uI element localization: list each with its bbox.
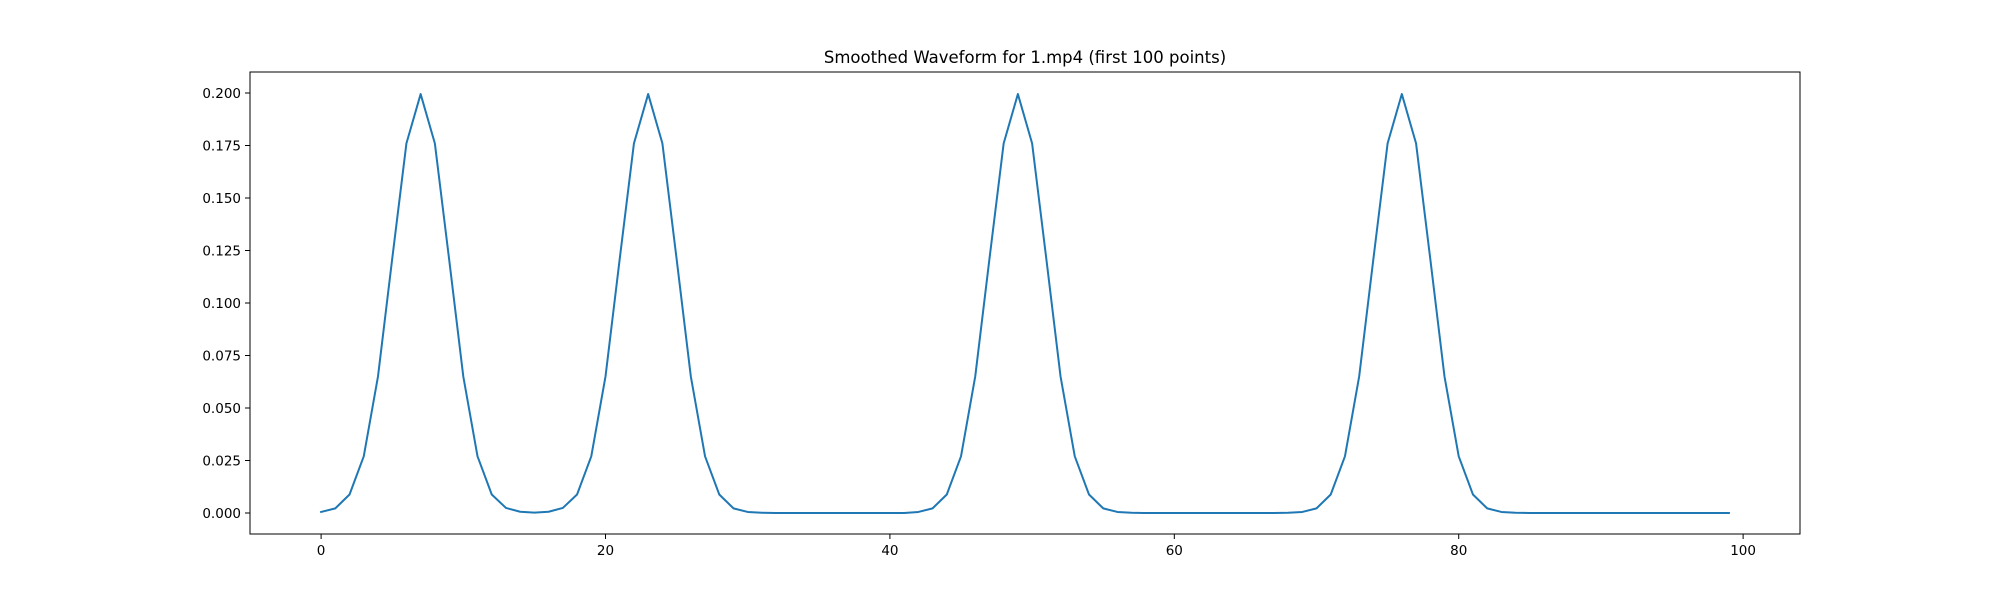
y-tick-label: 0.100 [202, 296, 241, 312]
x-tick-label: 0 [317, 543, 326, 559]
y-tick-label: 0.125 [202, 244, 241, 260]
y-axis-ticks: 0.000 0.025 0.050 0.075 0.100 0.125 0.150 0.175… [202, 86, 250, 522]
chart-title: Smoothed Waveform for 1.mp4 (first 100 p… [824, 48, 1226, 67]
series-line [319, 93, 1730, 514]
y-tick-label: 0.025 [202, 454, 241, 470]
x-tick-label: 60 [1166, 543, 1183, 559]
plot-area-frame [249, 71, 1801, 535]
y-tick-label: 0.200 [202, 86, 241, 102]
x-tick-label: 80 [1450, 543, 1467, 559]
y-tick-label: 0.175 [202, 139, 241, 155]
y-tick-label: 0.075 [202, 349, 241, 365]
x-tick-label: 20 [597, 543, 614, 559]
y-tick-label: 0.000 [202, 506, 241, 522]
y-tick-label: 0.050 [202, 401, 241, 417]
x-tick-label: 100 [1730, 543, 1756, 559]
y-tick-label: 0.150 [202, 191, 241, 207]
x-axis-ticks: 0 20 40 60 80 100 [317, 534, 1756, 559]
x-tick-label: 40 [881, 543, 898, 559]
